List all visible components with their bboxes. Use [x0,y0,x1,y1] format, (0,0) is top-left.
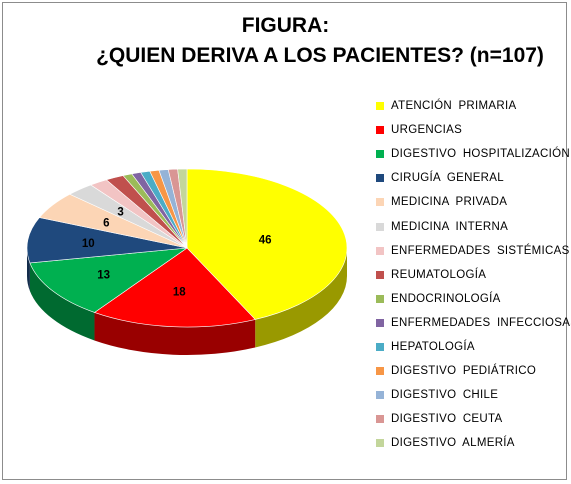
legend-item-digestivo-pediatrico: DIGESTIVO PEDIÁTRICO [376,363,536,379]
legend-item-digestivo-almeria: DIGESTIVO ALMERÍA [376,435,515,451]
data-label-digestivo-hospitalizacion: 13 [97,270,110,282]
legend-label: MEDICINA PRIVADA [391,196,508,209]
legend-label: ATENCIÓN PRIMARIA [391,100,517,112]
data-label-medicina-interna: 3 [117,207,123,219]
legend-label: DIGESTIVO CEUTA [391,413,503,426]
legend-item-cirugia-general: CIRUGÍA GENERAL [376,170,504,186]
legend-label: HEPATOLOGÍA [391,341,475,353]
pie-slices [26,168,348,328]
legend-swatch [376,222,384,231]
legend-swatch [376,294,384,303]
legend-swatch [376,343,384,351]
legend-item-endocrinologia: ENDOCRINOLOGÍA [376,291,501,307]
data-label-medicina-privada: 6 [103,217,109,229]
legend-label: MEDICINA INTERNA [391,220,509,233]
legend-swatch [376,270,384,279]
slice-side-atencion-primaria [255,248,347,348]
legend-label: REUMATOLOGÍA [391,268,487,281]
slice-atencion-primaria [186,168,348,320]
legend-label: DIGESTIVO HOSPITALIZACIÓN [391,148,570,161]
pie-sides [27,248,347,355]
legend-item-digestivo-ceuta: DIGESTIVO CEUTA [376,411,502,427]
slice-digestivo-almeria [177,168,188,249]
legend-item-medicina-privada: MEDICINA PRIVADA [376,194,507,210]
legend-swatch [376,318,384,327]
legend-label: ENDOCRINOLOGÍA [391,292,501,305]
legend-item-enfermedades-sistemicas: ENFERMEDADES SISTÉMICAS [376,243,570,259]
pie-data-labels: 46 18 13 10 63 [82,207,272,299]
legend-swatch [376,367,384,376]
slice-side-urgencias [94,312,256,355]
legend-item-enfermedades-infecciosas: ENFERMEDADES INFECCIOSAS [376,315,571,331]
legend-swatch [376,126,384,135]
slice-digestivo-hospitalizacion [29,247,189,313]
legend-item-digestivo-chile: DIGESTIVO CHILE [376,387,498,403]
data-label-atencion-primaria: 46 [259,234,272,246]
legend-item-atencion-primaria: ATENCIÓN PRIMARIA [376,98,516,114]
legend-label: ENFERMEDADES INFECCIOSAS [391,316,571,329]
legend-swatch [376,246,384,255]
data-label-cirugia-general: 10 [82,238,95,250]
legend-item-hepatologia: HEPATOLOGÍA [376,339,475,355]
legend-swatch [376,102,384,110]
slice-cirugia-general [26,217,188,264]
legend-item-urgencias: URGENCIAS [376,122,462,138]
legend-swatch [376,415,384,424]
data-label-urgencias: 18 [173,286,186,298]
legend-swatch [376,391,384,400]
legend-label: CIRUGÍA GENERAL [391,172,504,185]
chart-subtitle: ¿QUIEN DERIVA A LOS PACIENTES? (n=107) [96,44,544,67]
slice-urgencias [93,247,256,328]
legend-item-reumatologia: REUMATOLOGÍA [376,267,486,283]
slice-side-cirugia-general [27,248,30,291]
legend-label: DIGESTIVO ALMERÍA [391,437,515,450]
chart-title: FIGURA: [241,14,330,37]
legend-swatch [376,439,384,448]
legend-swatch [376,174,384,183]
slice-side-digestivo-hospitalizacion [29,262,95,341]
legend-label: URGENCIAS [391,124,463,137]
legend-label: ENFERMEDADES SISTÉMICAS [391,244,570,257]
legend-swatch [376,150,384,159]
legend-swatch [376,198,384,207]
legend-item-digestivo-hospitalizacion: DIGESTIVO HOSPITALIZACIÓN [376,146,570,162]
legend-label: DIGESTIVO PEDIÁTRICO [391,365,537,378]
legend-label: DIGESTIVO CHILE [391,389,499,402]
legend-item-medicina-interna: MEDICINA INTERNA [376,219,508,235]
